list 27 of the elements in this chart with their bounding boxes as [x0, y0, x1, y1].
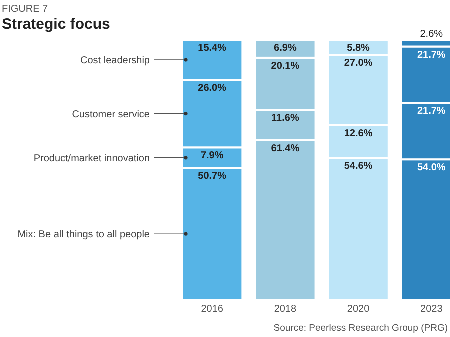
data-label: 7.9%	[200, 150, 224, 162]
chart-title: Strategic focus	[2, 16, 110, 33]
data-label: 15.4%	[198, 43, 227, 54]
source-note: Source: Peerless Research Group (PRG)	[274, 323, 448, 334]
data-label: 54.0%	[417, 162, 446, 174]
text: Product/market innovation	[34, 153, 150, 164]
data-label: 11.6%	[272, 113, 300, 124]
text: Customer service	[72, 109, 150, 120]
data-label: 21.7%	[417, 106, 446, 118]
text: Mix: Be all things to all people	[18, 230, 150, 241]
data-label: 2.6%	[420, 29, 444, 40]
data-label: 5.8%	[347, 43, 370, 54]
data-label: 21.7%	[417, 50, 446, 61]
data-label: 50.7%	[198, 171, 227, 182]
x-tick-label: 2023	[420, 304, 444, 315]
data-label: 27.0%	[344, 58, 373, 70]
data-label: 26.0%	[198, 83, 227, 94]
data-label: 20.1%	[271, 60, 300, 72]
data-label: 6.9%	[274, 43, 297, 54]
caption: FIGURE 7	[2, 4, 49, 15]
x-tick-label: 2018	[274, 304, 298, 315]
text: Cost leadership	[80, 56, 150, 67]
x-tick-label: 2016	[201, 304, 224, 315]
data-label: 12.6%	[344, 128, 373, 140]
x-tick-label: 2020	[347, 304, 370, 315]
data-label: 54.6%	[344, 161, 373, 172]
data-label: 61.4%	[271, 143, 300, 154]
